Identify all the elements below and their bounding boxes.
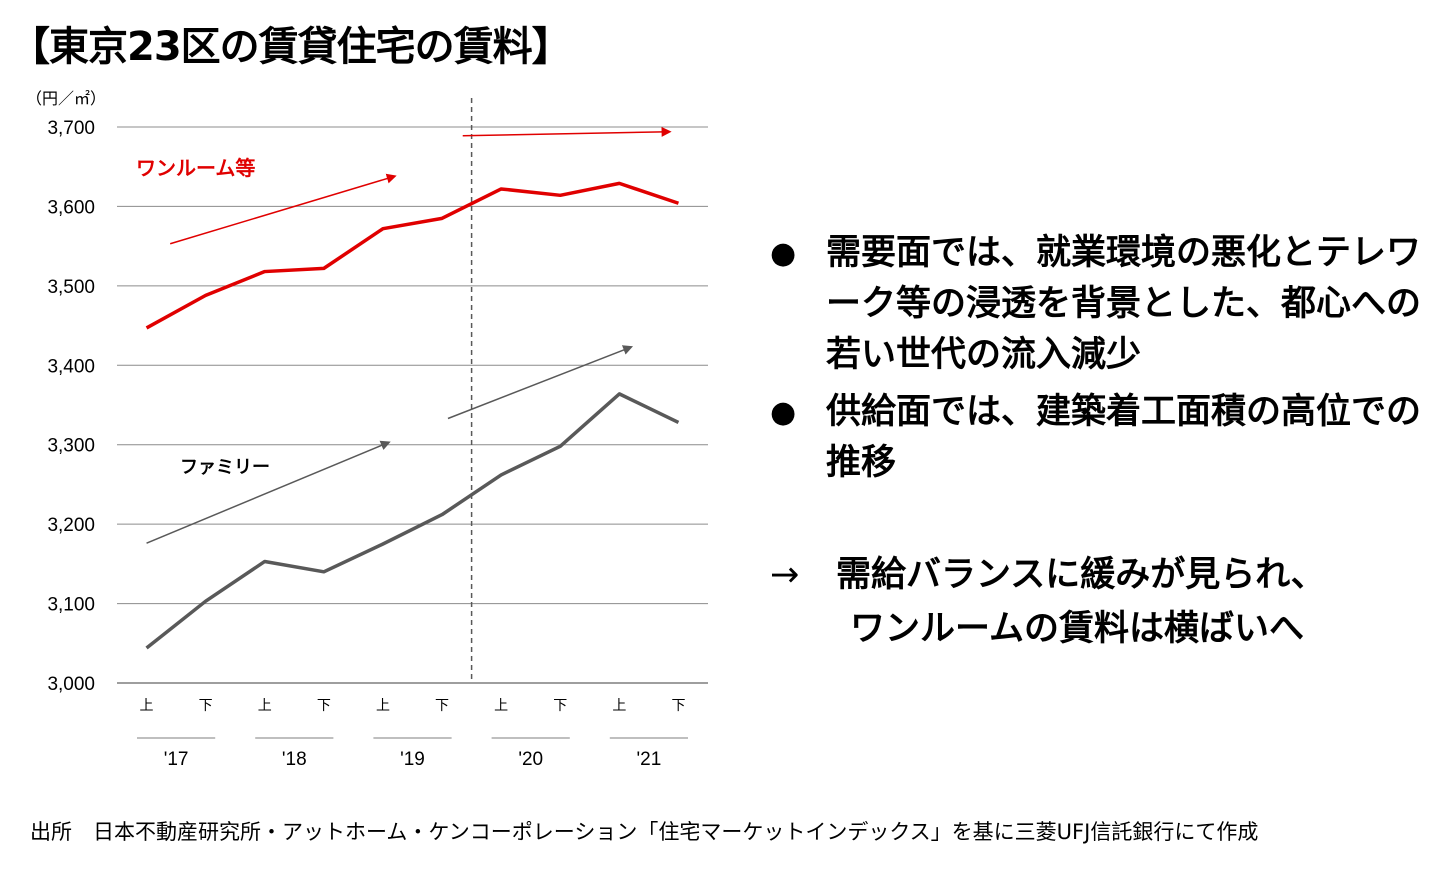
year-label: '20 bbox=[518, 749, 543, 770]
y-tick-label: 3,200 bbox=[47, 515, 95, 536]
bullet-dot-icon: ● bbox=[770, 236, 797, 271]
conclusion-line-2: ワンルームの賃料は横ばいへ bbox=[850, 609, 1304, 649]
bullet-text: 需要面では、就業環境の悪化とテレワーク等の浸透を背景とした、都心への若い世代の流… bbox=[826, 233, 1422, 375]
trend-arrow-icon bbox=[146, 440, 391, 544]
bullet-text: 供給面では、建築着工面積の高位での推移 bbox=[826, 392, 1422, 483]
x-tick-label: 上 bbox=[494, 697, 508, 713]
x-tick-label: 上 bbox=[140, 697, 154, 713]
x-tick-label: 下 bbox=[553, 697, 567, 713]
conclusion-line-1: → 需給バランスに緩みが見られ、 bbox=[770, 548, 1326, 602]
y-tick-label: 3,100 bbox=[47, 595, 95, 616]
year-label: '19 bbox=[400, 749, 425, 770]
page-title: 【東京23区の賃貸住宅の賃料】 bbox=[10, 24, 572, 70]
bullet-item-supply: ● 供給面では、建築着工面積の高位での推移 bbox=[770, 387, 1440, 489]
bullet-item-demand: ● 需要面では、就業環境の悪化とテレワーク等の浸透を背景とした、都心への若い世代… bbox=[770, 228, 1440, 381]
y-tick-label: 3,700 bbox=[47, 118, 95, 139]
x-tick-label: 下 bbox=[671, 697, 685, 713]
y-tick-label: 3,500 bbox=[47, 277, 95, 298]
y-axis-unit-label: （円／㎡） bbox=[26, 90, 106, 108]
trend-arrow-icon bbox=[447, 345, 634, 420]
conclusion-text-1: 需給バランスに緩みが見られ、 bbox=[836, 555, 1326, 595]
trend-arrow-icon bbox=[462, 126, 672, 137]
source-note: 出所 日本不動産研究所・アットホーム・ケンコーポレーション「住宅マーケットインデ… bbox=[30, 820, 1259, 844]
x-tick-label: 上 bbox=[258, 697, 272, 713]
y-tick-label: 3,400 bbox=[47, 356, 95, 377]
rent-line-chart: （円／㎡） 3,000 3,100 3,200 3,300 3,400 3,500 3,600… bbox=[26, 90, 708, 770]
y-tick-label: 3,600 bbox=[47, 197, 95, 218]
series-line-family bbox=[145, 392, 680, 650]
series-line-oneroom bbox=[145, 181, 680, 330]
year-label: '21 bbox=[637, 749, 662, 770]
x-tick-label: 上 bbox=[376, 697, 390, 713]
right-arrow-icon: → bbox=[770, 555, 800, 595]
trend-arrow-icon bbox=[169, 173, 397, 245]
y-tick-label: 3,300 bbox=[47, 436, 95, 457]
conclusion: → 需給バランスに緩みが見られ、 ワンルームの賃料は横ばいへ bbox=[770, 548, 1326, 656]
x-tick-label: 下 bbox=[199, 697, 213, 713]
series-label-family: ファミリー bbox=[180, 457, 270, 477]
bullet-list: ● 需要面では、就業環境の悪化とテレワーク等の浸透を背景とした、都心への若い世代… bbox=[770, 228, 1440, 495]
bullet-dot-icon: ● bbox=[770, 395, 797, 430]
series-label-oneroom: ワンルーム等 bbox=[136, 156, 255, 180]
year-label: '17 bbox=[164, 749, 189, 770]
y-tick-label: 3,000 bbox=[47, 674, 95, 695]
year-label: '18 bbox=[282, 749, 307, 770]
x-tick-label: 上 bbox=[612, 697, 626, 713]
x-tick-label: 下 bbox=[435, 697, 449, 713]
x-tick-label: 下 bbox=[317, 697, 331, 713]
